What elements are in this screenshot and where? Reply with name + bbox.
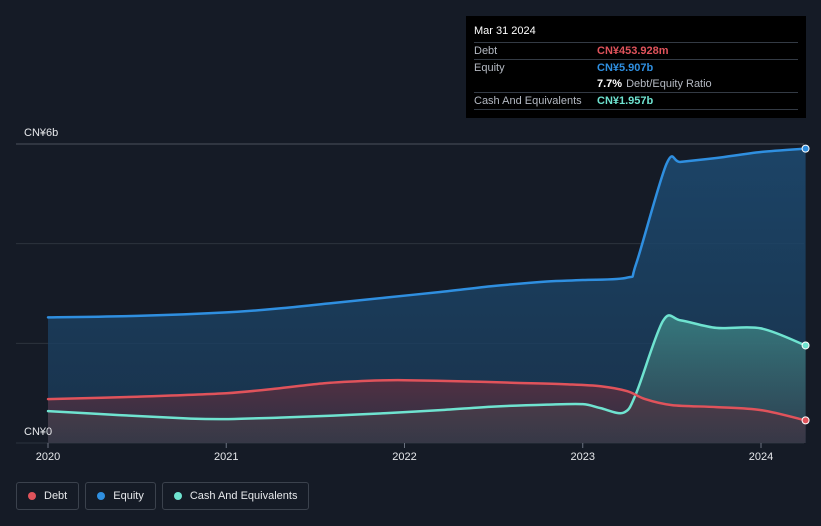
legend-item-cash[interactable]: Cash And Equivalents — [161, 482, 310, 510]
equity-dot-icon — [97, 492, 106, 500]
x-tick-label: 2024 — [749, 451, 773, 463]
tooltip-date: Mar 31 2024 — [474, 25, 536, 37]
tooltip-row-cash: Cash And Equivalents CN¥1.957b — [474, 92, 798, 110]
y-tick-label: CN¥0 — [24, 426, 52, 438]
tooltip-row-ratio: 7.7% Debt/Equity Ratio — [474, 76, 798, 92]
tooltip-ratio-value: 7.7% — [597, 78, 623, 90]
x-tick-label: 2020 — [36, 451, 60, 463]
tooltip-ratio-label: Debt/Equity Ratio — [626, 78, 712, 90]
x-tick-label: 2023 — [571, 451, 595, 463]
tooltip-debt-value: CN¥453.928m — [597, 45, 669, 57]
legend-item-equity[interactable]: Equity — [85, 482, 156, 510]
legend-equity-label: Equity — [113, 490, 144, 502]
x-tick-label: 2021 — [214, 451, 238, 463]
chart-legend: Debt Equity Cash And Equivalents — [16, 482, 310, 510]
debt-line — [46, 378, 807, 422]
data-tooltip: Mar 31 2024 Debt CN¥453.928m Equity CN¥5… — [466, 16, 806, 118]
tooltip-row-equity: Equity CN¥5.907b — [474, 59, 798, 76]
equity-area — [48, 148, 806, 443]
cash-line — [46, 314, 807, 421]
debt-endpoint — [801, 416, 810, 425]
legend-debt-label: Debt — [44, 490, 68, 502]
cash-dot-icon — [173, 492, 182, 500]
debt-dot-icon — [28, 492, 36, 500]
legend-item-debt[interactable]: Debt — [16, 482, 80, 510]
tooltip-equity-label: Equity — [474, 62, 505, 74]
series-areas — [48, 148, 806, 443]
legend-cash-label: Cash And Equivalents — [189, 490, 298, 502]
y-tick-label: CN¥6b — [24, 127, 58, 139]
tooltip-row-debt: Debt CN¥453.928m — [474, 42, 798, 59]
equity-endpoint — [801, 144, 810, 153]
equity-line — [46, 147, 807, 319]
tooltip-debt-label: Debt — [474, 45, 498, 57]
tooltip-cash-label: Cash And Equivalents — [474, 95, 582, 107]
x-tick-label: 2022 — [392, 451, 416, 463]
series-lines — [46, 147, 807, 422]
tooltip-cash-value: CN¥1.957b — [597, 95, 654, 107]
tooltip-equity-value: CN¥5.907b — [597, 62, 654, 74]
cash-endpoint — [801, 341, 810, 350]
series-endpoints — [801, 144, 810, 425]
axis-labels: CN¥6b CN¥0 2020 2021 2022 2023 2024 — [24, 127, 773, 463]
